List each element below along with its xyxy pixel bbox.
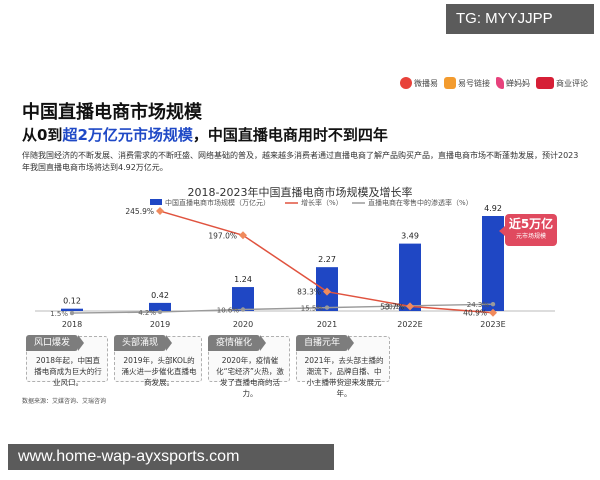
stage-card-1: 风口爆发 2018年起，中国直播电商成为巨大的行业风口。 (26, 335, 108, 387)
x-tick-label: 2023E (480, 320, 505, 329)
stage-title: 疫情催化 (208, 335, 267, 351)
legend-label-penetration: 直播电商在零售中的渗透率（%） (368, 198, 473, 207)
x-tick-label: 2019 (150, 320, 170, 329)
logo-weiboyi: 微播易 (400, 77, 438, 89)
bar (61, 308, 83, 311)
logo-chanmama: 蝉妈妈 (496, 77, 530, 89)
bar (149, 302, 171, 311)
subtitle-highlight: 超2万亿元市场规模 (62, 126, 193, 144)
penetration-label: 4.2% (138, 309, 156, 317)
callout-caption: 元市场规模 (515, 233, 546, 240)
penetration-point (490, 302, 496, 307)
stage-text: 2019年，头部KOL的涌火进一步催化直播电商发展。 (121, 356, 197, 387)
growth-label: 245.9% (125, 207, 154, 216)
watermark-badge-top: TG: MYYJJPP (446, 4, 594, 34)
logo-yihao: 易号链接 (444, 77, 490, 89)
bar (482, 216, 504, 311)
growth-point (406, 302, 414, 311)
growth-label: 197.0% (208, 231, 237, 240)
stage-title: 自播元年 (296, 335, 355, 351)
growth-point (239, 231, 247, 240)
stage-text: 2020年，疫情催化“宅经济”火热，激发了直播电商的活力。 (216, 356, 284, 398)
penetration-point (157, 309, 163, 315)
bar (232, 287, 254, 311)
growth-point (323, 287, 331, 296)
stage-title: 头部涌现 (114, 335, 173, 351)
yihao-logo-icon (444, 77, 456, 89)
watermark-url-bar: www.home-wap-ayxsports.com (8, 444, 334, 470)
legend-label-bar: 中国直播电商市场规模（万亿元） (165, 198, 270, 207)
penetration-label: 10.6% (217, 307, 240, 315)
callout-badge: 近5万亿 元市场规模 (499, 214, 557, 246)
callout-value: 近5万亿 (508, 217, 554, 231)
growth-label: 83.3% (297, 288, 321, 297)
x-tick-label: 2020 (233, 320, 253, 329)
chanmama-logo-icon (496, 77, 504, 89)
stage-title: 风口爆发 (26, 335, 85, 351)
page-subtitle: 从0到超2万亿元市场规模，中国直播电商用时不到四年 (22, 126, 388, 144)
growth-label: 53.7% (380, 302, 404, 311)
x-tick-label: 2021 (317, 320, 337, 329)
penetration-point (324, 305, 330, 310)
stage-text: 2018年起，中国直播电商成为巨大的行业风口。 (34, 356, 102, 387)
bar (399, 243, 421, 311)
stage-card-2: 头部涌现 2019年，头部KOL的涌火进一步催化直播电商发展。 (114, 335, 202, 387)
bar-value-label: 3.49 (401, 232, 419, 241)
legend-swatch-bar (150, 199, 162, 205)
penetration-point (69, 310, 75, 316)
business-review-logo-icon (536, 77, 554, 89)
weiboyi-logo-icon (400, 77, 412, 89)
growth-point (156, 207, 164, 216)
bar-value-label: 4.92 (484, 204, 502, 213)
logo-business-review: 商业评论 (536, 77, 588, 89)
description-text: 伴随我国经济的不断发展、消费需求的不断旺盛、网络基础的普及，越来越多消费者通过直… (22, 151, 579, 172)
bar-value-label: 1.24 (234, 275, 252, 284)
legend-label-growth: 增长率（%） (301, 198, 343, 207)
bar-value-label: 2.27 (318, 255, 336, 264)
bar-value-label: 0.12 (63, 297, 81, 306)
data-source: 数据来源：艾媒咨询、艾瑞咨询 (22, 398, 107, 405)
market-size-chart: 中国直播电商市场规模（万亿元） 增长率（%） 直播电商在零售中的渗透率（%） 0.12… (35, 198, 555, 329)
growth-point (489, 308, 497, 317)
stage-text: 2021年，去头部主播的潮流下，品牌自播、中小主播带货迎来发展元年。 (304, 356, 384, 398)
x-tick-label: 2022E (397, 320, 422, 329)
penetration-point (240, 307, 246, 312)
stage-card-4: 自播元年 2021年，去头部主播的潮流下，品牌自播、中小主播带货迎来发展元年。 (296, 335, 390, 398)
growth-label: 40.9% (463, 309, 487, 318)
bar-value-label: 0.42 (151, 291, 169, 300)
partner-logos: 微播易 易号链接 蝉妈妈 商业评论 (400, 68, 596, 98)
penetration-label: 20.1% (384, 303, 407, 311)
stage-card-3: 疫情催化 2020年，疫情催化“宅经济”火热，激发了直播电商的活力。 (208, 335, 290, 398)
page-title: 中国直播电商市场规模 (22, 102, 202, 123)
penetration-label: 15.5% (301, 305, 324, 313)
x-tick-label: 2018 (62, 320, 82, 329)
chart-title: 2018-2023年中国直播电商市场规模及增长率 (187, 186, 413, 199)
penetration-label: 24.3% (467, 301, 490, 309)
penetration-label: 1.5% (50, 310, 68, 318)
penetration-line (71, 303, 494, 314)
